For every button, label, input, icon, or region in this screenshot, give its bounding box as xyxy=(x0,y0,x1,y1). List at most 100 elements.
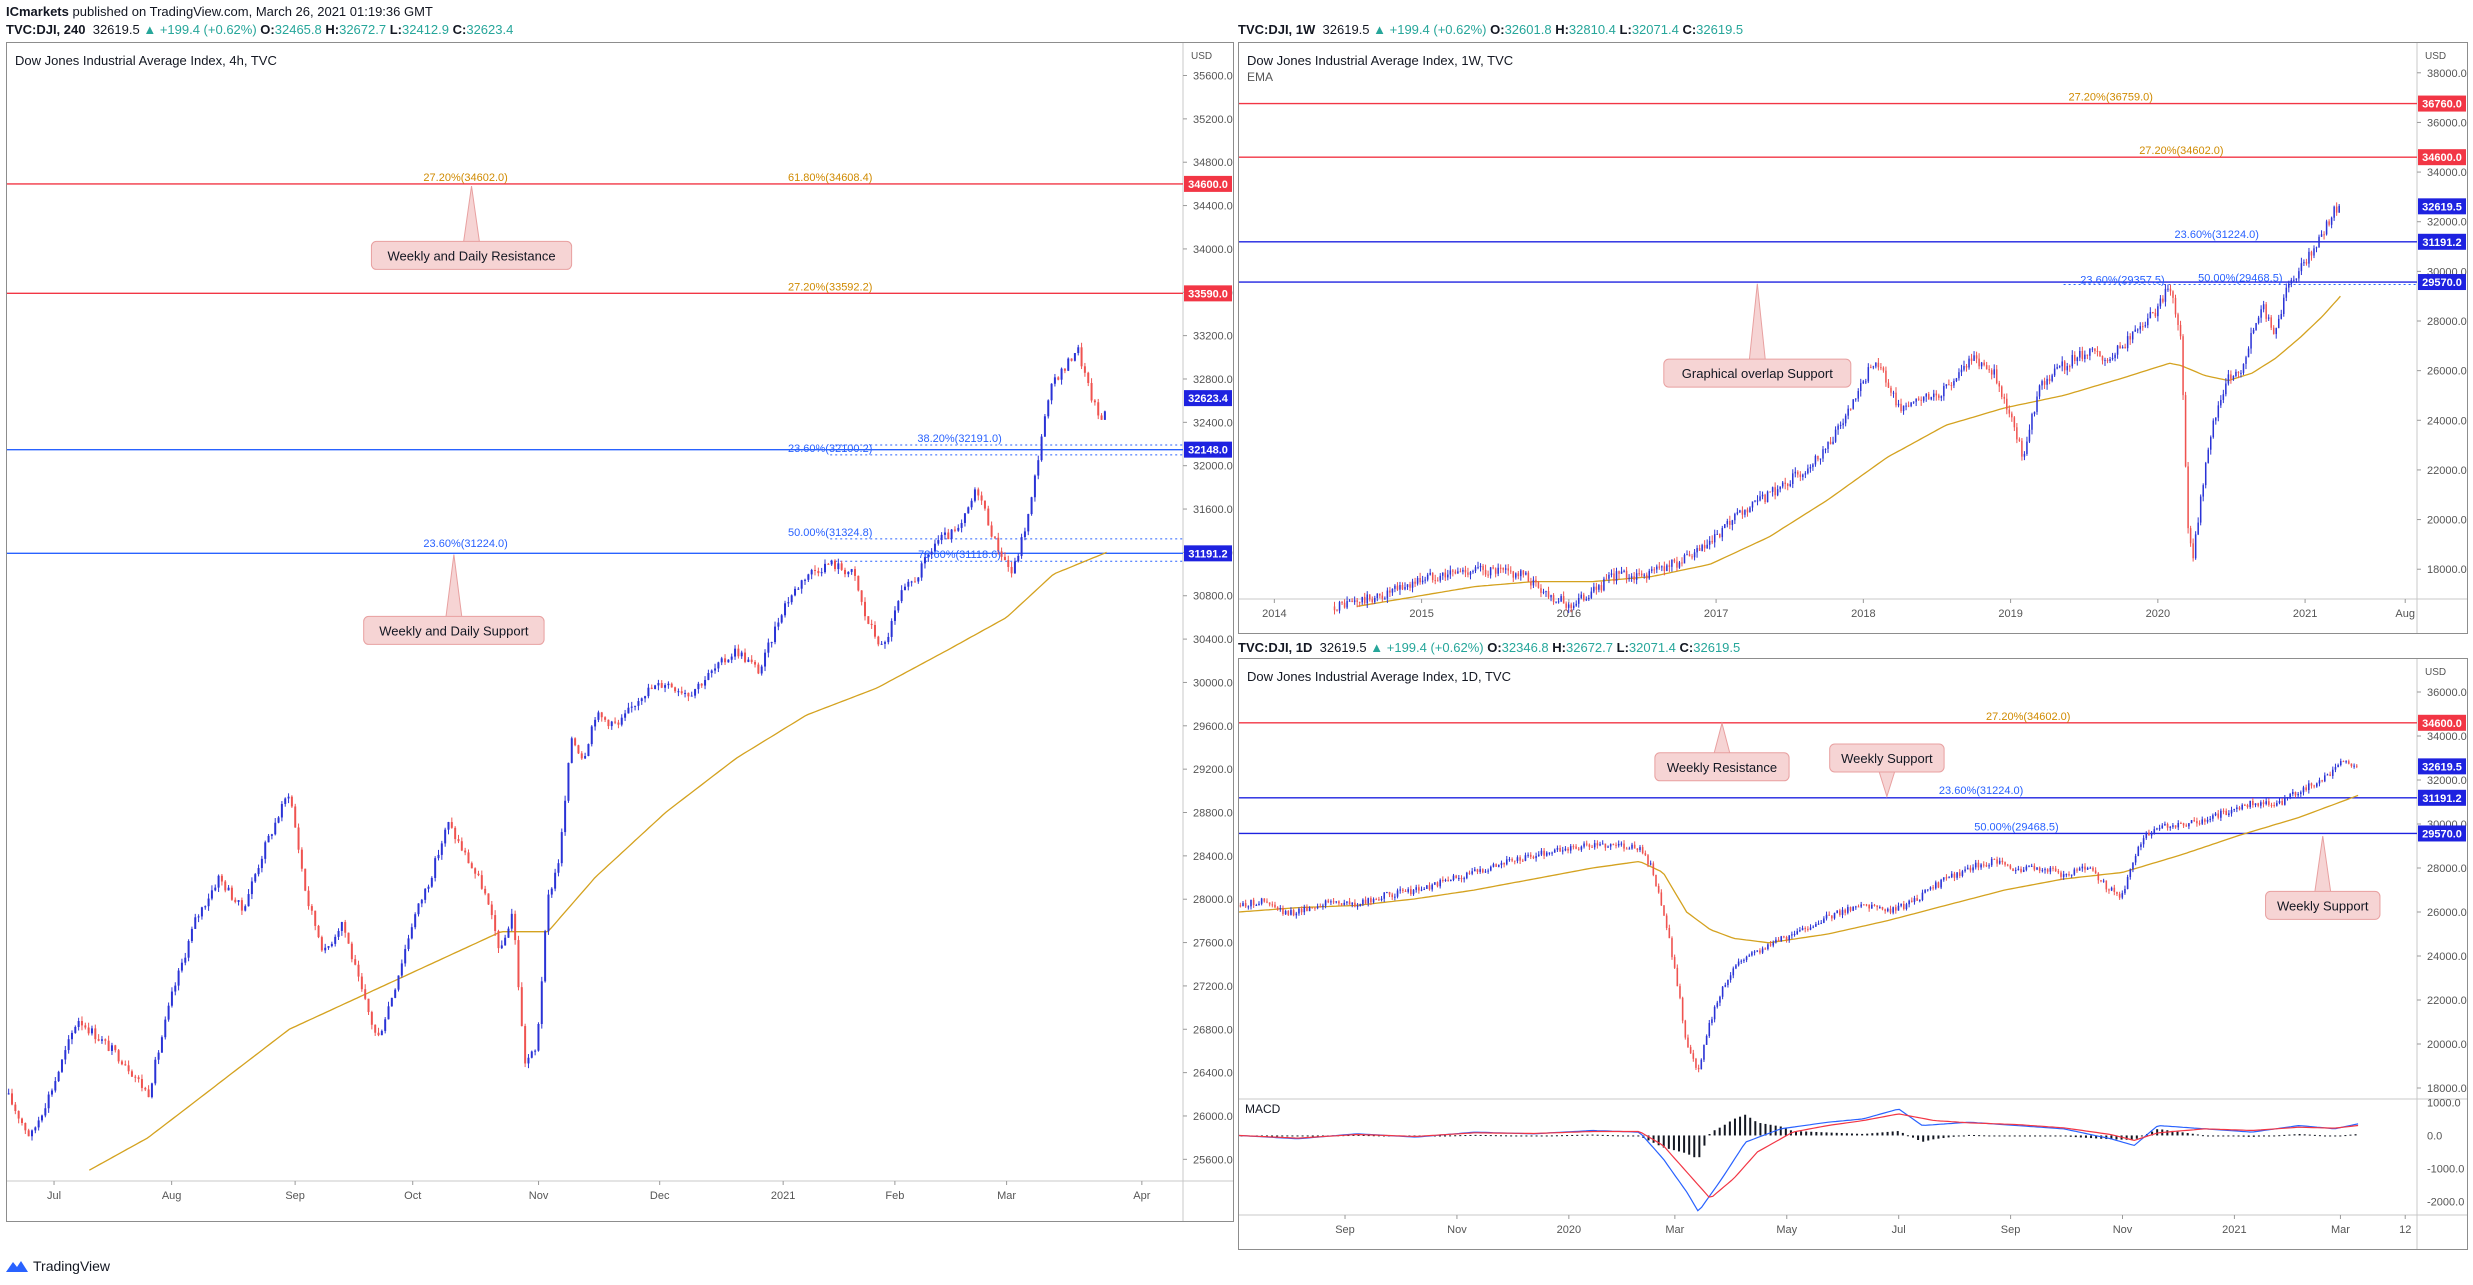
candle-body xyxy=(534,1050,537,1052)
candle-body xyxy=(1450,879,1452,881)
macd-histogram-bar xyxy=(2313,1134,2316,1136)
candle-body xyxy=(2121,893,2124,898)
candle-body xyxy=(1948,384,1950,386)
candle-body xyxy=(820,572,823,574)
candle-body xyxy=(1902,903,1905,910)
candle-body xyxy=(1633,576,1635,580)
candle-body xyxy=(2255,323,2257,330)
chart-panel-1w[interactable]: Dow Jones Industrial Average Index, 1W, … xyxy=(1238,42,2468,634)
candle-body xyxy=(2350,763,2353,767)
candle-body xyxy=(1083,366,1086,373)
candle-body xyxy=(1604,843,1607,848)
candle-body xyxy=(784,603,787,616)
candle-body xyxy=(474,868,477,874)
chart-canvas-1d[interactable]: USD18000.020000.022000.024000.026000.028… xyxy=(1239,659,2467,1249)
x-tick-label: Sep xyxy=(1335,1224,1355,1236)
annotation-callout[interactable]: Graphical overlap Support xyxy=(1663,283,1852,388)
candle-body xyxy=(720,658,723,663)
candle-body xyxy=(2053,368,2056,376)
chart-panel-4h[interactable]: Dow Jones Industrial Average Index, 4h, … xyxy=(6,42,1234,1222)
candle-body xyxy=(1791,934,1793,936)
candle-body xyxy=(1665,915,1668,929)
chart-panel-1d[interactable]: Dow Jones Industrial Average Index, 1D, … xyxy=(1238,658,2468,1250)
candle-body xyxy=(2152,312,2154,314)
candle-body xyxy=(1938,395,1940,398)
candle-body xyxy=(1287,911,1290,915)
candle-body xyxy=(2260,802,2262,806)
candle-body xyxy=(314,910,317,926)
macd-histogram-bar xyxy=(1464,1135,1467,1137)
candle-body xyxy=(1593,843,1596,848)
annotation-callout[interactable]: Weekly and Daily Resistance xyxy=(370,185,573,270)
candle-body xyxy=(317,925,320,938)
close-1d: 32619.5 xyxy=(1693,640,1741,655)
candle-body xyxy=(1502,567,1504,570)
candle-body xyxy=(880,643,883,645)
candle-body xyxy=(917,577,920,582)
candle-body xyxy=(1631,844,1633,849)
candle-body xyxy=(1764,494,1766,503)
candle-body xyxy=(957,527,960,531)
candle-body xyxy=(1737,961,1740,966)
y-tick-label: 32000.0 xyxy=(2427,775,2467,787)
candle-body xyxy=(1452,875,1455,880)
macd-histogram-bar xyxy=(2069,1135,2072,1137)
annotation-callout[interactable]: Weekly Support xyxy=(1829,743,1945,799)
price-tag-bg xyxy=(2418,198,2466,215)
candle-body xyxy=(430,877,433,887)
candle-body xyxy=(1953,873,1956,878)
candle-body xyxy=(764,652,767,667)
candle-body xyxy=(610,721,613,727)
macd-histogram-bar xyxy=(2171,1130,2174,1136)
candle-body xyxy=(2057,871,2060,873)
candle-body xyxy=(2144,325,2147,327)
candle-body xyxy=(2184,395,2187,467)
candle-body xyxy=(2046,378,2048,385)
fib-label: 23.60%(31224.0) xyxy=(1939,785,2023,797)
candle-body xyxy=(1391,588,1394,593)
change-1w: ▲ +199.4 (+0.62%) xyxy=(1373,22,1487,37)
candle-body xyxy=(814,569,817,571)
candle-body xyxy=(1474,869,1476,872)
y-tick-label: 20000.0 xyxy=(2427,515,2467,527)
candle-body xyxy=(1436,882,1439,887)
candle-body xyxy=(1668,928,1671,939)
candle-body xyxy=(1613,573,1615,582)
candle-body xyxy=(2331,769,2334,776)
tradingview-logo[interactable]: TradingView xyxy=(6,1258,110,1274)
candle-body xyxy=(674,687,677,692)
publisher-name[interactable]: ICmarkets xyxy=(6,4,69,19)
candle-body xyxy=(2335,206,2338,213)
candle-body xyxy=(2154,312,2157,317)
candle-body xyxy=(1759,950,1761,953)
candle-body xyxy=(554,872,557,889)
candle-body xyxy=(1434,580,1436,582)
macd-histogram-bar xyxy=(1484,1135,1487,1137)
annotation-callout[interactable]: Weekly Support xyxy=(2265,836,2381,920)
price-tag: 32619.5 xyxy=(2418,758,2466,775)
chart-canvas-4h[interactable]: USD25600.026000.026400.026800.027200.027… xyxy=(7,43,1233,1221)
indicator-label-ema[interactable]: EMA xyxy=(1247,70,1274,84)
annotation-callout[interactable]: Weekly and Daily Support xyxy=(363,554,545,645)
price-tag-text: 33590.0 xyxy=(1188,288,1228,300)
candle-body xyxy=(2188,823,2190,827)
candle-body xyxy=(1807,468,1809,474)
candle-body xyxy=(1608,574,1610,579)
candle-body xyxy=(754,661,757,665)
candle-body xyxy=(2113,887,2116,892)
candle-body xyxy=(2199,496,2202,523)
candle-body xyxy=(1532,579,1535,586)
candle-body xyxy=(2041,381,2043,386)
candle-body xyxy=(1414,581,1416,584)
candle-body xyxy=(657,683,660,686)
macd-histogram-bar xyxy=(1454,1135,1457,1137)
candle-body xyxy=(1966,867,1969,870)
candle-body xyxy=(1497,567,1499,574)
candle-body xyxy=(1239,905,1242,907)
candle-body xyxy=(47,1094,50,1109)
chart-canvas-1w[interactable]: USD18000.020000.022000.024000.026000.028… xyxy=(1239,43,2467,633)
candle-body xyxy=(1516,857,1519,861)
candle-body xyxy=(1356,905,1359,907)
candle-body xyxy=(2179,324,2182,337)
annotation-callout[interactable]: Weekly Resistance xyxy=(1654,721,1790,782)
